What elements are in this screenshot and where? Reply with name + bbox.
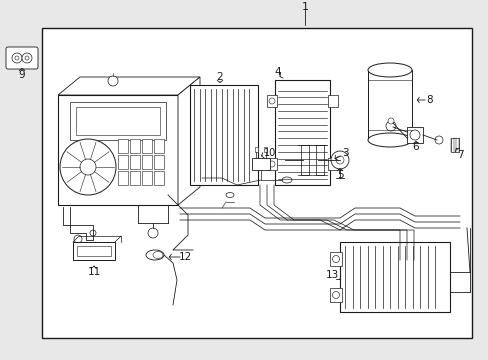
Bar [73, 242, 115, 260]
Circle shape [335, 156, 343, 164]
Circle shape [80, 159, 96, 175]
Bar [301, 145, 308, 175]
Bar [130, 171, 140, 185]
Text: 12: 12 [178, 252, 191, 262]
Bar [130, 155, 140, 169]
Circle shape [330, 151, 348, 169]
Circle shape [332, 292, 339, 298]
Circle shape [332, 256, 339, 262]
Bar [327, 95, 337, 107]
Bar [251, 158, 269, 170]
Text: 9: 9 [19, 70, 25, 80]
Bar [190, 85, 258, 185]
Ellipse shape [367, 133, 411, 147]
Circle shape [385, 121, 395, 131]
Bar [118, 155, 128, 169]
Bar [77, 246, 111, 256]
Bar [154, 155, 163, 169]
Bar [76, 107, 160, 135]
Bar [254, 147, 258, 152]
Bar [142, 171, 152, 185]
Circle shape [268, 161, 274, 167]
Bar [274, 80, 329, 185]
Circle shape [15, 56, 19, 60]
Text: 6: 6 [412, 142, 418, 152]
Bar [329, 252, 341, 266]
Circle shape [60, 139, 116, 195]
Bar [264, 147, 266, 152]
Circle shape [268, 98, 274, 104]
Bar [450, 138, 458, 152]
Bar [154, 139, 163, 153]
Polygon shape [178, 77, 200, 205]
Ellipse shape [367, 63, 411, 77]
Ellipse shape [153, 252, 163, 258]
Bar [142, 139, 152, 153]
Bar [130, 139, 140, 153]
Bar [142, 155, 152, 169]
Circle shape [409, 130, 419, 140]
Bar [329, 288, 341, 302]
Circle shape [74, 235, 82, 243]
Text: 1: 1 [301, 2, 308, 12]
Text: 3: 3 [341, 148, 347, 158]
Ellipse shape [282, 177, 291, 183]
Bar [315, 145, 324, 175]
Text: 10: 10 [264, 148, 276, 158]
Text: 13: 13 [325, 270, 338, 280]
Bar [118, 171, 128, 185]
Bar [327, 158, 337, 170]
Bar [70, 102, 165, 140]
Circle shape [12, 53, 22, 63]
Ellipse shape [225, 193, 234, 198]
Ellipse shape [146, 250, 163, 260]
Bar [266, 95, 276, 107]
Bar [266, 158, 276, 170]
Circle shape [25, 56, 29, 60]
Bar [118, 139, 128, 153]
Text: 5: 5 [336, 170, 343, 180]
Text: 4: 4 [274, 67, 281, 77]
Bar [367, 70, 411, 140]
Circle shape [434, 136, 442, 144]
Bar [58, 95, 178, 205]
Bar [406, 127, 422, 143]
Bar [42, 28, 471, 338]
Text: 11: 11 [87, 267, 101, 277]
Circle shape [387, 118, 393, 124]
FancyBboxPatch shape [6, 47, 38, 69]
Circle shape [22, 53, 32, 63]
Text: 2: 2 [216, 72, 223, 82]
Text: 8: 8 [426, 95, 432, 105]
Bar [339, 242, 449, 312]
Text: 7: 7 [456, 150, 462, 160]
Circle shape [108, 76, 118, 86]
Bar [154, 171, 163, 185]
Circle shape [148, 228, 158, 238]
Circle shape [90, 230, 96, 236]
Polygon shape [58, 77, 200, 95]
